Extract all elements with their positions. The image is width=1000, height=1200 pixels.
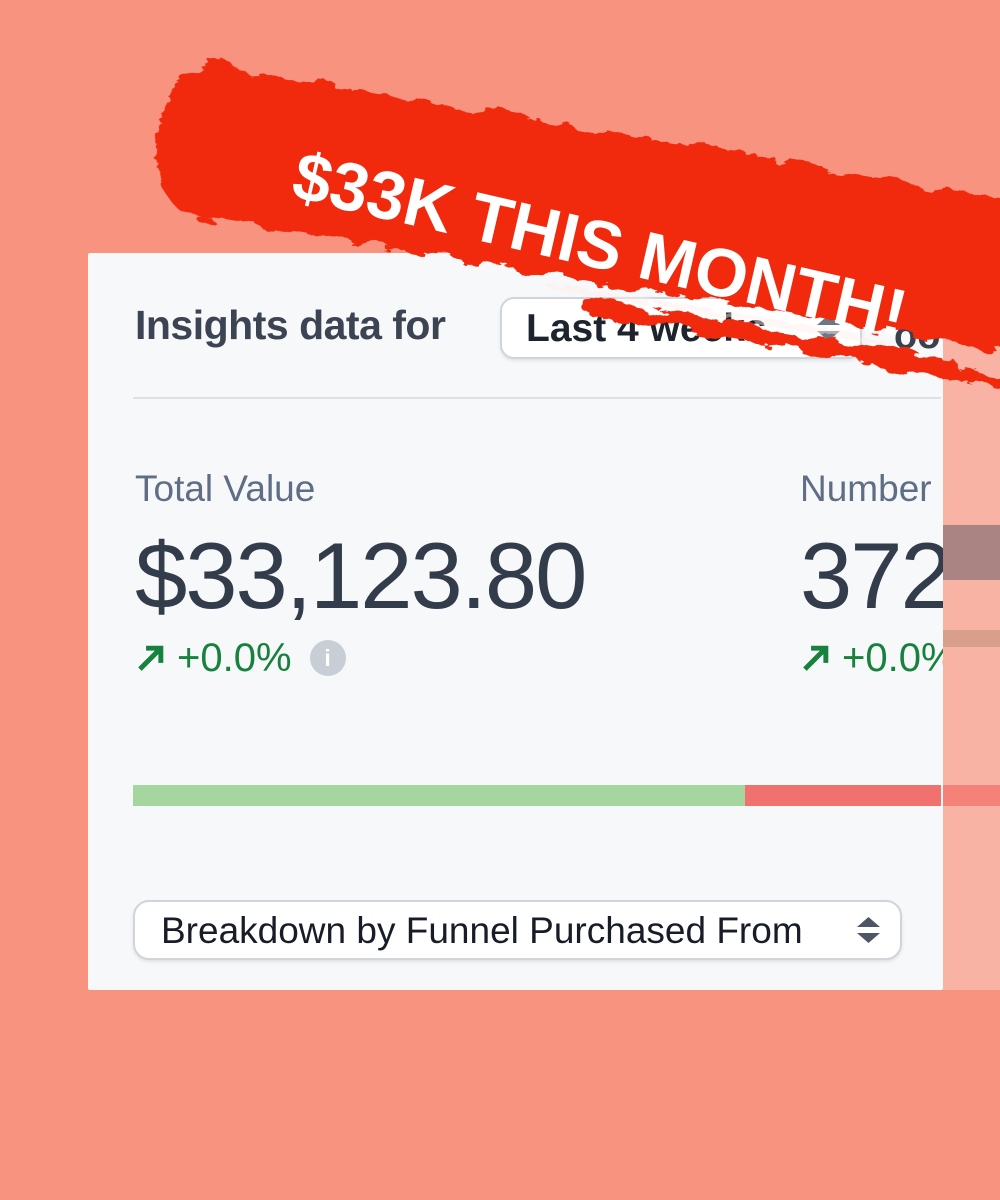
stat-value: $33,123.80: [135, 523, 587, 628]
trend-up-arrow-icon: [803, 645, 829, 671]
stat-label: Total Value: [135, 468, 316, 509]
stat-value: 372: [800, 523, 943, 628]
ghost-change-band: [943, 630, 1000, 647]
screenshot-fade-strip: [943, 253, 1000, 990]
split-bar-red-segment: [744, 785, 941, 806]
stat-label: Number: [800, 468, 932, 509]
performance-split-bar: [133, 785, 941, 806]
stat-change-row: +0.0%: [800, 638, 943, 678]
ghost-number-band: [943, 525, 1000, 580]
date-range-selector[interactable]: Last 4 weeks: [500, 297, 862, 359]
card-title: Insights data for: [135, 302, 446, 348]
trend-up-arrow-icon: [138, 645, 164, 671]
chevron-updown-icon: [857, 917, 880, 943]
info-icon[interactable]: i: [309, 640, 346, 676]
date-range-value: Last 4 weeks: [526, 306, 767, 350]
breakdown-selector[interactable]: Breakdown by Funnel Purchased From: [133, 900, 902, 960]
change-percent: +0.0%: [842, 636, 943, 680]
chevron-updown-icon: [817, 315, 840, 341]
split-bar-green-segment: [133, 785, 745, 806]
change-percent: +0.0%: [177, 636, 292, 680]
ghost-redbar-band: [943, 785, 1000, 806]
breakdown-value: Breakdown by Funnel Purchased From: [161, 909, 803, 951]
stat-change-row: +0.0% i: [135, 638, 346, 678]
insights-card: Insights data for Last 4 weeks oo Total …: [88, 253, 943, 990]
header-divider: [133, 397, 941, 399]
clipped-text-fragment: oo: [894, 315, 941, 357]
